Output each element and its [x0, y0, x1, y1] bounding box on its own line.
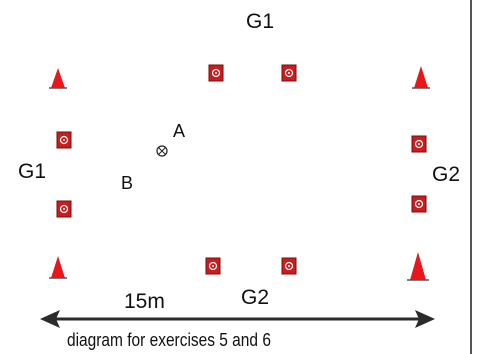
- goal-marker-icon: [205, 257, 221, 275]
- player-label-b: B: [121, 173, 134, 193]
- team-label-g2-bottom: G2: [241, 286, 270, 309]
- goal-marker-icon: [208, 64, 224, 82]
- player-label-a: A: [173, 121, 186, 141]
- goal-marker-icon: [411, 135, 427, 153]
- goal-marker-icon: [56, 200, 72, 218]
- cone-icon: [49, 256, 67, 279]
- ball-icon: [156, 145, 168, 157]
- team-label-g2-right: G2: [432, 163, 461, 186]
- cone-icon: [412, 66, 430, 89]
- goal-marker-icon: [411, 195, 427, 213]
- diagram-caption: diagram for exercises 5 and 6: [67, 330, 271, 350]
- team-label-g1-top: G1: [246, 10, 275, 33]
- goal-marker-icon: [281, 64, 297, 82]
- team-label-g1-left: G1: [18, 160, 47, 183]
- double-arrow-icon: [40, 310, 435, 328]
- goal-marker-icon: [281, 257, 297, 275]
- cone-icon: [407, 252, 429, 281]
- goal-marker-icon: [56, 131, 72, 149]
- cone-icon: [49, 68, 67, 89]
- distance-label: 15m: [124, 290, 165, 313]
